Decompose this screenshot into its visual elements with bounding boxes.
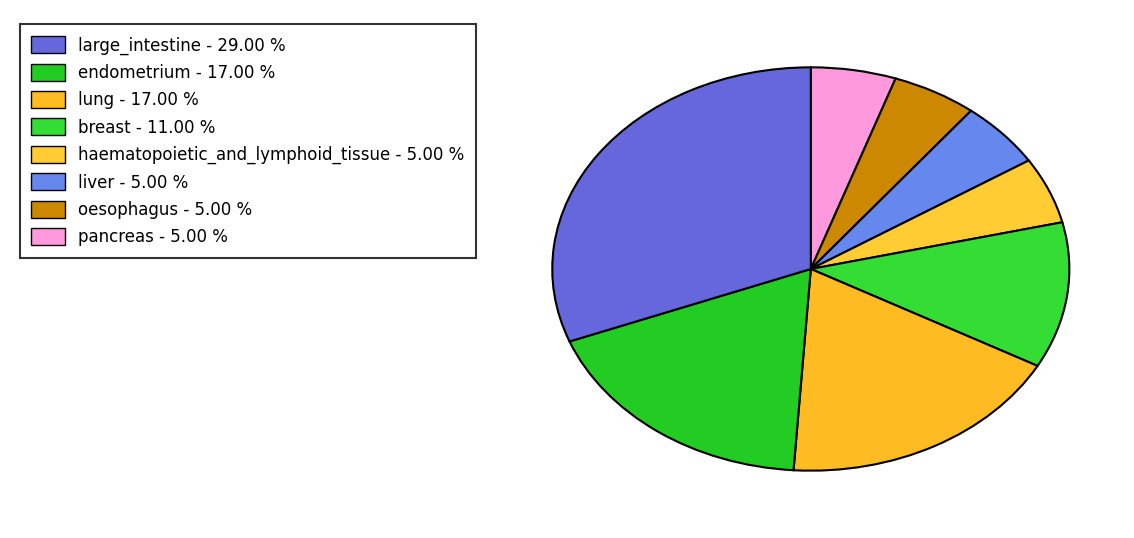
Wedge shape [569,269,811,470]
Wedge shape [811,67,896,269]
Wedge shape [811,222,1069,366]
Wedge shape [552,67,811,342]
Legend: large_intestine - 29.00 %, endometrium - 17.00 %, lung - 17.00 %, breast - 11.00: large_intestine - 29.00 %, endometrium -… [19,24,476,258]
Wedge shape [811,160,1063,269]
Wedge shape [811,79,971,269]
Wedge shape [794,269,1038,471]
Wedge shape [811,111,1029,269]
